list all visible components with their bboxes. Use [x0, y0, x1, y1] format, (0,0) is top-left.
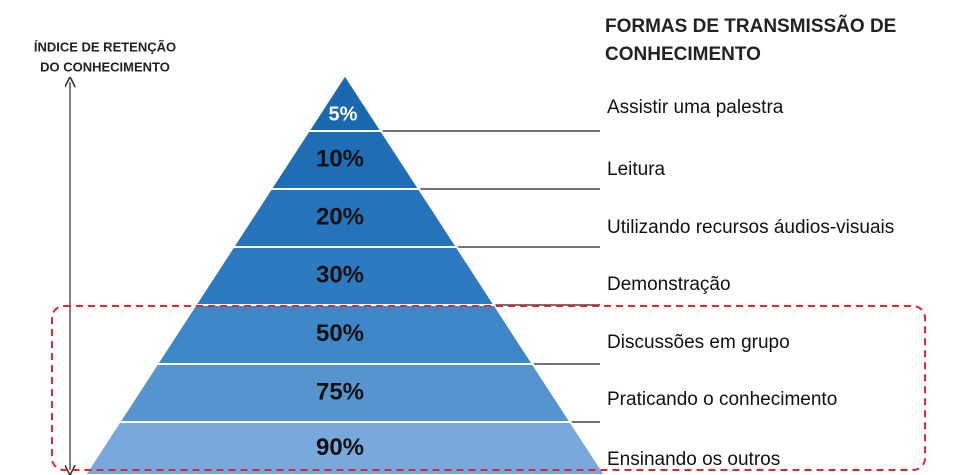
level-text: Demonstração	[607, 274, 731, 295]
level-percent: 75%	[316, 378, 364, 405]
level-text: Leitura	[607, 159, 666, 180]
left-label: DO CONHECIMENTO	[40, 59, 170, 74]
level-percent: 90%	[316, 434, 364, 461]
level-percent: 10%	[316, 145, 364, 172]
level-text: Praticando o conhecimento	[607, 389, 837, 410]
level-text: Discussões em grupo	[607, 332, 790, 353]
level-percent: 20%	[316, 203, 364, 230]
pyramid-level	[83, 421, 607, 475]
level-percent: 50%	[316, 320, 364, 347]
level-percent: 30%	[316, 261, 364, 288]
left-label: ÍNDICE DE RETENÇÃO	[34, 39, 176, 54]
level-percent: 5%	[329, 103, 358, 125]
pyramid: 5% Assistir uma palestra 10% Leitura 20% Util…	[83, 73, 894, 475]
level-text: Utilizando recursos áudios-visuais	[607, 217, 894, 238]
right-title: CONHECIMENTO	[605, 44, 761, 65]
right-title: FORMAS DE TRANSMISSÃO DE	[605, 15, 896, 37]
level-text: Ensinando os outros	[607, 449, 780, 470]
level-text: Assistir uma palestra	[607, 97, 784, 118]
highlight-box	[51, 305, 926, 471]
